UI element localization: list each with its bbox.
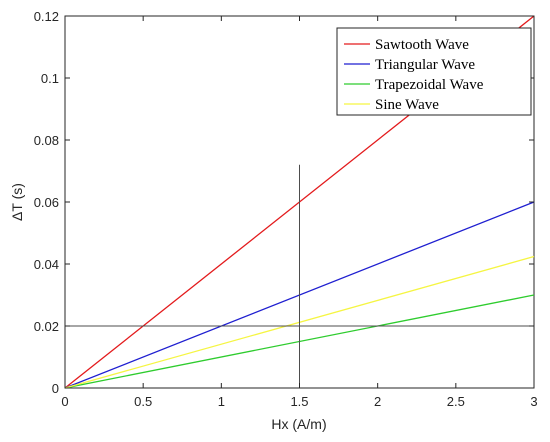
x-tick-label: 2.5	[447, 394, 465, 409]
y-tick-label: 0.04	[34, 257, 59, 272]
x-axis: 0 0.5 1 1.5 2 2.5 3	[61, 16, 538, 409]
reference-lines	[65, 164, 534, 388]
y-tick-label: 0.02	[34, 319, 59, 334]
x-tick-label: 0.5	[134, 394, 152, 409]
y-tick-label: 0.08	[34, 133, 59, 148]
y-axis: 0 0.02 0.04 0.06 0.08 0.1 0.12	[34, 9, 534, 396]
legend: Sawtooth Wave Triangular Wave Trapezoidal …	[336, 27, 532, 116]
x-tick-label: 2	[374, 394, 381, 409]
legend-box	[336, 27, 532, 116]
y-tick-label: 0	[52, 381, 59, 396]
y-tick-label: 0.06	[34, 195, 59, 210]
x-tick-label: 3	[530, 394, 537, 409]
y-tick-label: 0.12	[34, 9, 59, 24]
legend-label: Sawtooth Wave	[375, 37, 469, 53]
x-tick-label: 1	[218, 394, 225, 409]
x-axis-label: Hx (A/m)	[271, 416, 326, 432]
x-tick-label: 0	[61, 394, 68, 409]
y-tick-label: 0.1	[41, 71, 59, 86]
x-tick-label: 1.5	[290, 394, 308, 409]
legend-label: Triangular Wave	[375, 57, 475, 73]
legend-items: Sawtooth Wave Triangular Wave Trapezoidal …	[344, 37, 484, 113]
legend-label: Trapezoidal Wave	[375, 77, 484, 93]
y-axis-label: ΔT (s)	[9, 183, 25, 221]
legend-label: Sine Wave	[375, 97, 439, 113]
